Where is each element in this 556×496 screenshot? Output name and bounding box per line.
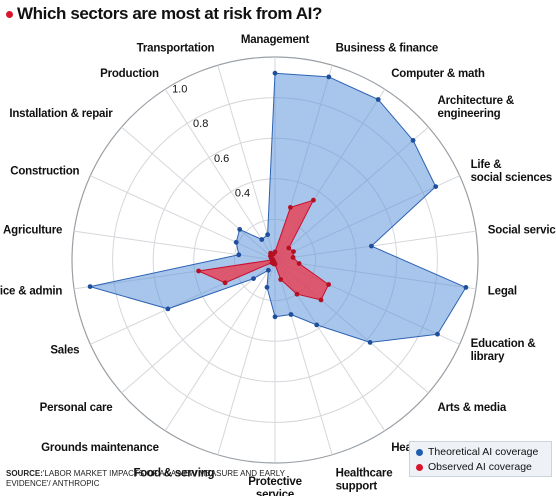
category-label: Social services xyxy=(488,224,556,236)
source-note: SOURCE:'LABOR MARKET IMPACTS OF AI: A NE… xyxy=(6,469,306,489)
data-point-observed xyxy=(326,282,331,287)
radar-tick-label: 0.8 xyxy=(193,118,208,130)
data-point-theoretical xyxy=(463,285,469,290)
data-point-theoretical xyxy=(435,331,440,337)
category-label: Education & library xyxy=(471,338,536,363)
category-label: Construction xyxy=(10,166,79,178)
radar-tick-label: 0.6 xyxy=(214,153,229,165)
category-label: Installation & repair xyxy=(9,108,113,120)
category-label: Business & finance xyxy=(336,43,439,55)
title-bullet-icon xyxy=(6,10,13,18)
source-text: 'LABOR MARKET IMPACTS OF AI: A NEW MEASU… xyxy=(6,469,285,488)
legend-dot-observed xyxy=(416,464,423,471)
data-point-theoretical xyxy=(410,138,416,143)
category-label: Food & serving xyxy=(133,467,214,479)
data-point-observed xyxy=(290,255,296,260)
data-point-observed xyxy=(196,268,202,274)
chart-title: Which sectors are most at risk from AI? xyxy=(17,4,322,23)
data-point-theoretical xyxy=(326,74,332,80)
data-point-observed xyxy=(270,251,276,257)
data-point-theoretical xyxy=(433,184,439,190)
data-point-theoretical xyxy=(367,340,373,345)
data-point-theoretical xyxy=(264,284,270,290)
data-point-observed xyxy=(296,261,302,266)
radar-spoke xyxy=(217,259,276,455)
legend-item-observed: Observed AI coverage xyxy=(416,460,545,475)
legend-label-theoretical: Theoretical AI coverage xyxy=(428,446,539,458)
category-label: Healthcare support xyxy=(336,467,393,492)
data-point-theoretical xyxy=(259,237,265,242)
data-point-theoretical xyxy=(288,312,294,317)
legend-item-theoretical: Theoretical AI coverage xyxy=(416,445,545,460)
category-label: Transportation xyxy=(137,43,215,55)
title-row: Which sectors are most at risk from AI? xyxy=(6,4,322,24)
category-label: Architecture & engineering xyxy=(438,95,514,120)
data-point-observed xyxy=(288,205,293,210)
data-point-theoretical xyxy=(251,276,256,281)
data-point-theoretical xyxy=(236,252,242,258)
category-label: Sales xyxy=(50,344,79,356)
category-label: Protective service xyxy=(248,476,302,496)
data-point-theoretical xyxy=(165,306,171,312)
category-label: Computer & math xyxy=(391,68,485,80)
data-point-theoretical xyxy=(266,267,271,273)
data-point-theoretical xyxy=(233,239,239,245)
category-label: Personal care xyxy=(40,402,113,414)
radar-tick-label: 1.0 xyxy=(172,83,187,95)
category-label: Legal xyxy=(488,286,517,298)
category-label: Life & social sciences xyxy=(471,159,552,184)
data-point-theoretical xyxy=(272,314,278,320)
radar-spoke xyxy=(121,259,276,394)
category-label: Management xyxy=(241,34,310,46)
category-label: Office & admin xyxy=(0,286,62,298)
source-label: SOURCE: xyxy=(6,469,43,478)
data-point-theoretical xyxy=(265,232,270,238)
radar-spoke xyxy=(217,65,276,261)
category-label: Grounds maintenance xyxy=(41,442,159,454)
data-point-theoretical xyxy=(369,243,374,249)
data-point-observed xyxy=(222,280,228,286)
data-point-observed xyxy=(286,245,292,251)
data-point-theoretical xyxy=(272,70,278,76)
legend: Theoretical AI coverage Observed AI cove… xyxy=(409,441,552,477)
data-point-observed xyxy=(311,197,316,203)
radar-spoke xyxy=(164,259,276,432)
radar-tick-label: 0.4 xyxy=(235,188,250,200)
category-label: Production xyxy=(100,68,159,80)
data-point-theoretical xyxy=(375,97,381,102)
data-point-observed xyxy=(294,291,300,297)
legend-label-observed: Observed AI coverage xyxy=(428,461,532,473)
data-point-theoretical xyxy=(87,284,93,289)
radar-spoke xyxy=(164,88,276,261)
data-point-observed xyxy=(291,249,296,255)
data-point-observed xyxy=(318,297,324,303)
category-label: Agriculture xyxy=(3,224,62,236)
data-point-theoretical xyxy=(314,322,320,328)
data-point-observed xyxy=(278,277,284,282)
data-point-theoretical xyxy=(237,227,243,232)
category-label: Arts & media xyxy=(438,402,507,414)
legend-dot-theoretical xyxy=(416,449,423,456)
